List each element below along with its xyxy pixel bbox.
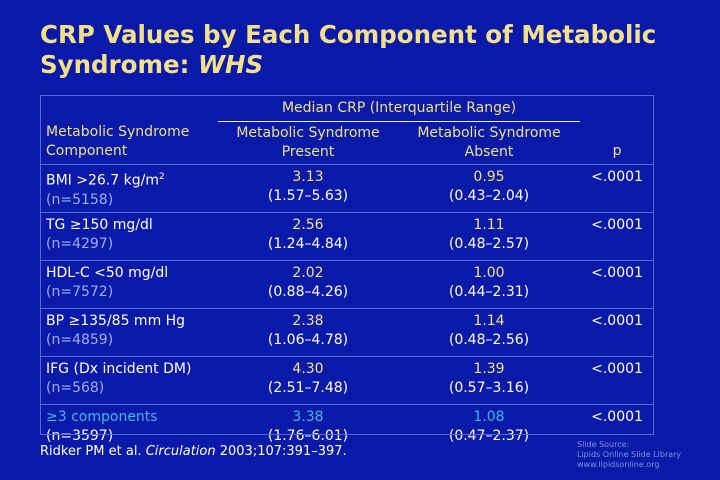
component-superscript: 2 [158,172,165,182]
component-cell: BP ≥135/85 mm Hg (n=4859) [40,308,218,357]
absent-median: 1.08 [473,409,505,425]
present-cell: 2.38 (1.06–4.78) [218,308,398,357]
header-absent: Metabolic Syndrome Absent [417,125,561,160]
component-label: HDL-C <50 mg/dl [46,265,169,281]
sample-size: (n=3597) [46,428,114,444]
header-component: Metabolic Syndrome Component [46,124,190,159]
component-cell: BMI >26.7 kg/m2 (n=5158) [40,164,218,213]
header-present: Metabolic Syndrome Present [236,125,380,160]
table-row: BP ≥135/85 mm Hg (n=4859) 2.38 (1.06–4.78)… [40,308,655,357]
absent-median: 0.95 [473,169,505,185]
p-value: <.0001 [580,260,655,309]
sample-size: (n=7572) [46,284,114,300]
absent-iqr: (0.44–2.31) [448,284,530,300]
present-iqr: (1.24–4.84) [267,236,349,252]
p-value: <.0001 [580,404,655,452]
crp-table: Metabolic Syndrome Component Median CRP … [40,95,655,452]
absent-median: 1.14 [473,313,505,329]
component-cell: IFG (Dx incident DM) (n=568) [40,356,218,405]
present-median: 2.02 [292,265,324,281]
citation: Ridker PM et al. Circulation 2003;107:39… [40,444,347,459]
source-line-2: Lipids Online Slide Library [577,450,682,459]
absent-iqr: (0.48–2.56) [448,332,530,348]
absent-median: 1.00 [473,265,505,281]
table-row: IFG (Dx incident DM) (n=568) 4.30 (2.51–7.… [40,356,655,405]
slide-title: CRP Values by Each Component of Metaboli… [40,20,700,80]
component-label: ≥3 components [46,409,158,425]
sample-size: (n=4297) [46,236,114,252]
p-value: <.0001 [580,212,655,261]
absent-median: 1.39 [473,361,505,377]
table-body: BMI >26.7 kg/m2 (n=5158) 3.13 (1.57–5.63) 0… [40,164,655,452]
sample-size: (n=568) [46,380,105,396]
component-label: IFG (Dx incident DM) [46,361,192,377]
p-value: <.0001 [580,356,655,405]
component-cell: ≥3 components (n=3597) [40,404,218,452]
citation-ref: 2003;107:391–397. [215,444,347,459]
absent-iqr: (0.48–2.57) [448,236,530,252]
absent-cell: 1.14 (0.48–2.56) [398,308,581,357]
p-value: <.0001 [580,308,655,357]
present-median: 3.13 [292,169,324,185]
present-iqr: (2.51–7.48) [267,380,349,396]
sample-size: (n=4859) [46,332,114,348]
present-iqr: (0.88–4.26) [267,284,349,300]
title-line-2: Syndrome: WHS [40,50,700,80]
component-cell: TG ≥150 mg/dl (n=4297) [40,212,218,261]
component-label: BMI >26.7 kg/m [46,172,159,189]
present-iqr: (1.57–5.63) [267,188,349,204]
absent-cell: 0.95 (0.43–2.04) [398,164,581,213]
present-iqr: (1.06–4.78) [267,332,349,348]
component-label: TG ≥150 mg/dl [46,217,153,233]
present-cell: 3.38 (1.76–6.01) [218,404,398,452]
source-line-1: Slide Source: [577,440,630,449]
present-median: 3.38 [292,409,324,425]
absent-median: 1.11 [473,217,505,233]
citation-journal: Circulation [145,444,216,459]
absent-cell: 1.39 (0.57–3.16) [398,356,581,405]
present-cell: 2.56 (1.24–4.84) [218,212,398,261]
present-median: 4.30 [292,361,324,377]
header-p: p [612,143,622,159]
slide-source: Slide Source: Lipids Online Slide Librar… [577,440,681,470]
present-cell: 3.13 (1.57–5.63) [218,164,398,213]
title-study-name: WHS [197,50,264,79]
absent-iqr: (0.43–2.04) [448,188,530,204]
table-row: BMI >26.7 kg/m2 (n=5158) 3.13 (1.57–5.63) 0… [40,164,655,213]
component-label: BP ≥135/85 mm Hg [46,313,186,329]
table-row: HDL-C <50 mg/dl (n=7572) 2.02 (0.88–4.26) 1… [40,260,655,309]
sample-size: (n=5158) [46,191,114,208]
absent-iqr: (0.47–2.37) [448,428,530,444]
present-iqr: (1.76–6.01) [267,428,349,444]
absent-iqr: (0.57–3.16) [448,380,530,396]
source-line-3: www.lipidsonline.org [577,460,660,469]
present-median: 2.38 [292,313,324,329]
absent-cell: 1.08 (0.47–2.37) [398,404,581,452]
citation-authors: Ridker PM et al. [40,444,146,459]
present-cell: 4.30 (2.51–7.48) [218,356,398,405]
table-row: TG ≥150 mg/dl (n=4297) 2.56 (1.24–4.84) 1.1… [40,212,655,261]
header-median-crp: Median CRP (Interquartile Range) [218,95,581,122]
title-line-1: CRP Values by Each Component of Metaboli… [40,20,657,49]
absent-cell: 1.11 (0.48–2.57) [398,212,581,261]
present-median: 2.56 [292,217,324,233]
title-line-2-text: Syndrome: [40,50,198,79]
table-row: ≥3 components (n=3597) 3.38 (1.76–6.01) 1.0… [40,404,655,452]
p-value: <.0001 [580,164,655,213]
absent-cell: 1.00 (0.44–2.31) [398,260,581,309]
component-cell: HDL-C <50 mg/dl (n=7572) [40,260,218,309]
present-cell: 2.02 (0.88–4.26) [218,260,398,309]
